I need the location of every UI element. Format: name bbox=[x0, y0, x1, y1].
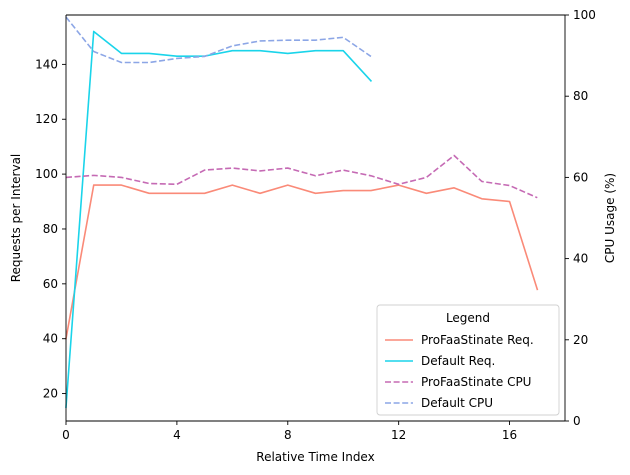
axes-layer: 0 4 8 12 16 20 40 60 80 100 120 140 0 20 40 60 80 100 Rela… bbox=[9, 8, 617, 464]
legend-label-2: ProFaaStinate CPU bbox=[421, 375, 531, 389]
y-right-tick-label: 100 bbox=[573, 8, 596, 22]
series-layer bbox=[65, 16, 539, 409]
series-line-3 bbox=[65, 16, 372, 64]
y-left-tick-label: 80 bbox=[43, 222, 58, 236]
series-line-2 bbox=[65, 154, 538, 199]
series-line-1 bbox=[65, 30, 373, 409]
y-right-axis-title: CPU Usage (%) bbox=[603, 173, 617, 263]
y-right-tick-label: 40 bbox=[573, 252, 588, 266]
series-line-0 bbox=[65, 184, 539, 340]
y-left-tick-label: 100 bbox=[35, 167, 58, 181]
y-left-axis-title: Requests per Interval bbox=[9, 154, 23, 283]
legend-label-3: Default CPU bbox=[421, 396, 493, 410]
legend-label-1: Default Req. bbox=[421, 354, 495, 368]
y-left-tick-label: 20 bbox=[43, 387, 58, 401]
legend: Legend ProFaaStinate Req. Default Req. ProF… bbox=[376, 304, 560, 416]
x-tick-label: 8 bbox=[284, 428, 292, 442]
x-axis-title: Relative Time Index bbox=[256, 450, 374, 464]
y-right-tick-label: 20 bbox=[573, 333, 588, 347]
y-right-tick-label: 60 bbox=[573, 170, 588, 184]
y-left-tick-label: 120 bbox=[35, 112, 58, 126]
x-tick-label: 4 bbox=[173, 428, 181, 442]
legend-label-0: ProFaaStinate Req. bbox=[421, 333, 534, 347]
x-tick-label: 16 bbox=[502, 428, 517, 442]
y-right-tick-label: 0 bbox=[573, 414, 581, 428]
y-left-tick-label: 140 bbox=[35, 57, 58, 71]
x-tick-label: 0 bbox=[62, 428, 70, 442]
x-tick-label: 12 bbox=[391, 428, 406, 442]
legend-title: Legend bbox=[446, 311, 490, 325]
legend-box bbox=[376, 304, 560, 416]
y-left-tick-label: 60 bbox=[43, 277, 58, 291]
y-right-tick-label: 80 bbox=[573, 89, 588, 103]
y-left-tick-label: 40 bbox=[43, 332, 58, 346]
